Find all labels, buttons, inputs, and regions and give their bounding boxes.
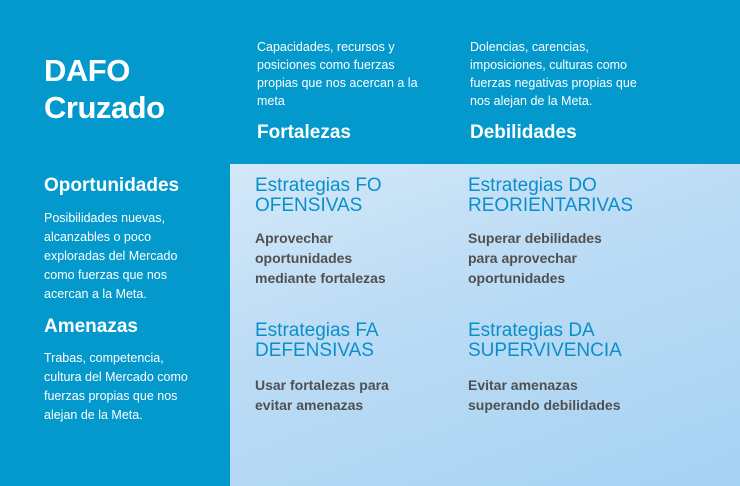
amenazas-heading: Amenazas bbox=[44, 316, 138, 337]
strategy-title: Estrategias FO OFENSIVAS bbox=[255, 175, 382, 216]
amenazas-description: Trabas, competencia, cultura del Mercado… bbox=[44, 351, 188, 422]
oportunidades-heading: Oportunidades bbox=[44, 175, 180, 196]
strategy-body: Evitar amenazas superando debilidades bbox=[468, 377, 621, 413]
strategy-body: Aprovechar oportunidades mediante fortalez… bbox=[255, 230, 386, 286]
strategy-title: Estrategias DO REORIENTARIVAS bbox=[468, 175, 634, 216]
debilidades-heading: Debilidades bbox=[470, 122, 577, 143]
fortalezas-description: Capacidades, recursos y posiciones como … bbox=[257, 40, 418, 108]
strategy-body: Superar debilidades para aprovechar oportu… bbox=[468, 230, 602, 286]
strategy-body: Usar fortalezas para evitar amenazas bbox=[255, 377, 389, 413]
fortalezas-heading: Fortalezas bbox=[257, 122, 351, 143]
debilidades-description: Dolencias, carencias, imposiciones, cult… bbox=[470, 40, 637, 108]
strategy-title: Estrategias FA DEFENSIVAS bbox=[255, 320, 379, 361]
strategy-do: Estrategias DO REORIENTARIVAS Superar deb… bbox=[468, 176, 633, 288]
strategy-da: Estrategias DA SUPERVIVENCIA Evitar amena… bbox=[468, 321, 622, 415]
page-title: DAFO Cruzado bbox=[44, 53, 165, 125]
strategy-fo: Estrategias FO OFENSIVAS Aprovechar oportu… bbox=[255, 176, 386, 288]
strategies-panel bbox=[230, 164, 740, 486]
strategy-fa: Estrategias FA DEFENSIVAS Usar fortalezas… bbox=[255, 321, 389, 415]
oportunidades-description: Posibilidades nuevas, alcanzables o poco… bbox=[44, 211, 178, 301]
strategy-title: Estrategias DA SUPERVIVENCIA bbox=[468, 320, 622, 361]
